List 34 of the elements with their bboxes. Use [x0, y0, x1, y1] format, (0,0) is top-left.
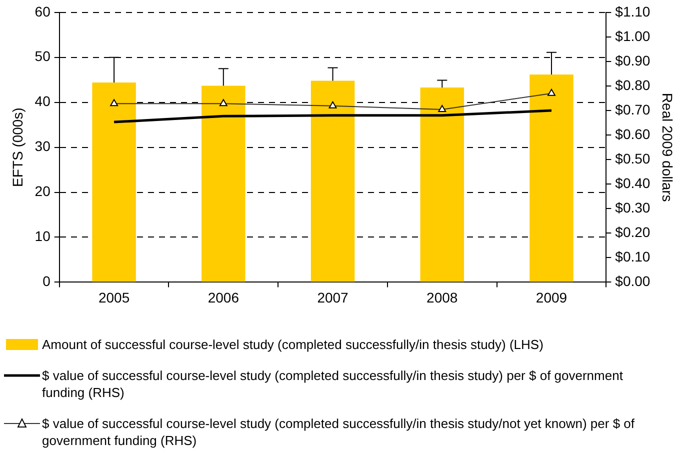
y-tick-label: 60 — [34, 3, 51, 20]
x-tick-label: 2007 — [317, 289, 349, 306]
y2-axis-title: Real 2009 dollars — [660, 92, 676, 202]
x-tick-label: 2005 — [98, 289, 130, 306]
y-tick-label: 40 — [34, 93, 51, 110]
x-tick-label: 2006 — [208, 289, 240, 306]
bar — [202, 86, 246, 282]
y2-tick-label: $0.20 — [615, 224, 650, 240]
y-tick-label: 0 — [42, 273, 51, 290]
y2-tick-label: $0.50 — [615, 150, 650, 166]
y2-tick-label: $0.80 — [615, 76, 650, 93]
y2-tick-label: $0.90 — [615, 52, 650, 68]
y2-tick-label: $0.00 — [615, 273, 650, 290]
y2-tick-label: $0.70 — [615, 101, 650, 118]
y2-tick-label: $0.40 — [615, 174, 650, 191]
y2-tick-label: $1.10 — [615, 3, 650, 20]
y-tick-label: 30 — [34, 138, 51, 154]
bar — [92, 82, 136, 282]
legend-label: $ value of successful course-level study (completed successfully/in thesis study/not yet known) per $ of government funding (RHS) — [42, 415, 636, 449]
legend-label: Amount of successful course-level study (completed successfully/in thesis study) (LHS) — [42, 336, 544, 353]
bar — [310, 80, 355, 282]
bar — [530, 74, 574, 282]
y-tick-label: 50 — [34, 48, 51, 64]
y-axis-title: EFTS (000s) — [9, 108, 26, 187]
y-tick-label: 10 — [34, 228, 51, 244]
y2-tick-label: $0.60 — [615, 126, 650, 142]
y2-tick-label: $1.00 — [615, 28, 650, 44]
bar — [420, 87, 464, 282]
y-tick-label: 20 — [34, 183, 51, 200]
legend-label: $ value of successful course-level study (completed successfully/in thesis study) per $ of government funding (RHS) — [42, 367, 624, 401]
y2-tick-label: $0.30 — [615, 199, 650, 216]
y2-tick-label: $0.10 — [615, 248, 650, 265]
x-tick-label: 2009 — [536, 289, 568, 306]
x-tick-label: 2008 — [426, 289, 458, 306]
